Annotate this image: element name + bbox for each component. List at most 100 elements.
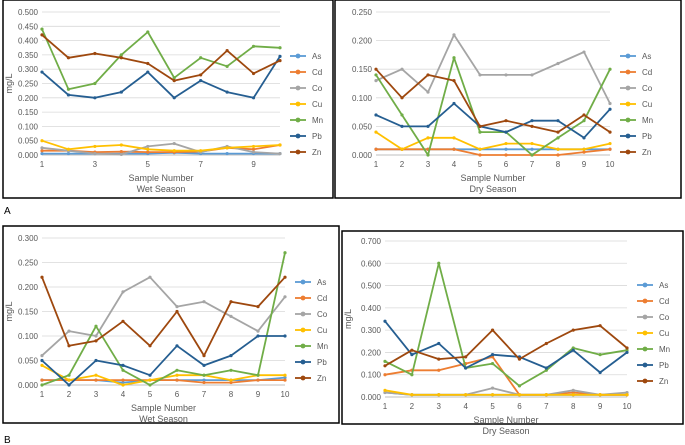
legend-label-co: Co <box>317 310 328 319</box>
data-point-zn <box>383 364 387 368</box>
chart-4: 0.000 0.100 0.200 0.300 0.400 0.500 0.600 0.700… <box>341 230 684 436</box>
data-point-mn <box>202 373 206 377</box>
x-axis-title: Sample Number <box>131 403 196 413</box>
data-point-pb <box>608 107 612 111</box>
series-line-zn <box>384 324 628 367</box>
data-point-cd <box>119 149 123 154</box>
data-point-zn <box>229 300 233 304</box>
chart-3: 0.000 0.050 0.100 0.150 0.200 0.250 0.300 1 2 3 4 5… <box>2 225 340 424</box>
data-point-co <box>383 390 387 395</box>
data-point-cu <box>490 393 495 397</box>
data-point-cd <box>571 390 575 395</box>
data-point-co <box>251 150 256 154</box>
data-point-zn <box>571 328 575 332</box>
data-point-zn <box>225 49 229 53</box>
data-point-co <box>67 329 71 333</box>
data-point-co <box>229 314 233 318</box>
data-point-co <box>374 79 378 83</box>
x-tick-label: 5 <box>146 160 151 169</box>
data-point-cd <box>383 373 387 377</box>
y-tick-label: 0.200 <box>18 283 39 292</box>
x-tick-label: 9 <box>582 160 587 169</box>
y-tick-label: 0.300 <box>18 234 39 243</box>
legend-marker-mn <box>642 346 648 352</box>
data-point-pb <box>410 353 414 357</box>
data-point-zn <box>93 51 97 56</box>
x-tick-label: 4 <box>452 160 457 169</box>
data-point-cd <box>40 378 44 382</box>
data-point-cd <box>251 147 256 151</box>
data-point-cu <box>504 141 508 146</box>
x-tick-label: 1 <box>383 402 388 411</box>
series-line-pb <box>375 102 611 139</box>
y-tick-label: 0.250 <box>18 80 39 89</box>
x-tick-label: 8 <box>229 390 234 399</box>
data-point-co <box>146 144 150 149</box>
data-point-co <box>571 388 575 392</box>
data-point-pb <box>202 363 206 367</box>
y-tick-label: 0.300 <box>18 65 39 74</box>
legend-label-cu: Cu <box>317 326 327 335</box>
data-point-cu <box>517 393 522 397</box>
y-tick-label: 0.200 <box>18 94 39 103</box>
data-point-mn <box>225 64 229 68</box>
x-tick-label: 6 <box>175 390 180 399</box>
x-tick-label: 10 <box>606 160 615 169</box>
legend-label-cu: Cu <box>659 329 669 338</box>
data-point-cu <box>582 147 586 151</box>
series-line-cu <box>384 389 627 396</box>
x-tick-label: 5 <box>490 402 495 411</box>
data-point-pb <box>119 90 123 94</box>
data-point-zn <box>452 79 456 83</box>
legend-label-pb: Pb <box>659 361 669 370</box>
series-line-zn <box>41 34 281 82</box>
data-point-cu <box>478 147 482 151</box>
y-tick-label: 0.500 <box>18 8 39 17</box>
data-point-mn <box>119 53 123 57</box>
data-point-co <box>94 334 98 338</box>
x-tick-label: 4 <box>463 402 468 411</box>
data-point-cu <box>400 147 404 151</box>
x-tick-label: 10 <box>623 402 632 411</box>
legend-marker-cu <box>625 101 631 107</box>
data-point-co <box>530 73 534 77</box>
data-point-co <box>400 67 404 71</box>
data-point-pb <box>571 348 575 352</box>
legend-marker-zn <box>625 149 631 155</box>
data-point-co <box>582 50 586 54</box>
data-point-co <box>121 290 125 294</box>
y-tick-label: 0.400 <box>361 304 382 313</box>
legend-marker-as <box>300 279 306 285</box>
y-tick-label: 0.600 <box>361 259 382 268</box>
data-point-cu <box>608 141 612 146</box>
x-tick-label: 3 <box>426 160 431 169</box>
data-point-pb <box>582 136 586 140</box>
data-point-pb <box>598 370 602 375</box>
data-point-mn <box>175 368 179 372</box>
data-point-zn <box>374 67 378 71</box>
data-point-mn <box>66 87 71 91</box>
data-point-mn <box>478 130 482 134</box>
data-point-co <box>278 151 282 156</box>
data-point-zn <box>66 56 71 60</box>
data-point-zn <box>283 275 287 279</box>
data-point-mn <box>625 348 629 352</box>
legend-marker-as <box>642 282 648 288</box>
data-point-cd <box>504 153 508 157</box>
data-point-mn <box>383 359 387 363</box>
series-line-pb <box>41 55 281 99</box>
legend-marker-as <box>625 53 631 59</box>
data-point-pb <box>40 358 44 363</box>
data-point-cu <box>40 363 44 367</box>
data-point-zn <box>40 275 44 279</box>
data-point-cd <box>374 147 378 151</box>
series-line-co <box>375 34 611 104</box>
data-point-zn <box>202 354 206 358</box>
data-point-cu <box>199 149 203 153</box>
x-tick-label: 9 <box>598 402 603 411</box>
y-tick-label: 0.500 <box>361 282 382 291</box>
x-tick-label: 7 <box>198 160 203 169</box>
data-point-cu <box>278 143 282 147</box>
data-point-zn <box>464 355 468 359</box>
data-point-as <box>530 147 534 151</box>
